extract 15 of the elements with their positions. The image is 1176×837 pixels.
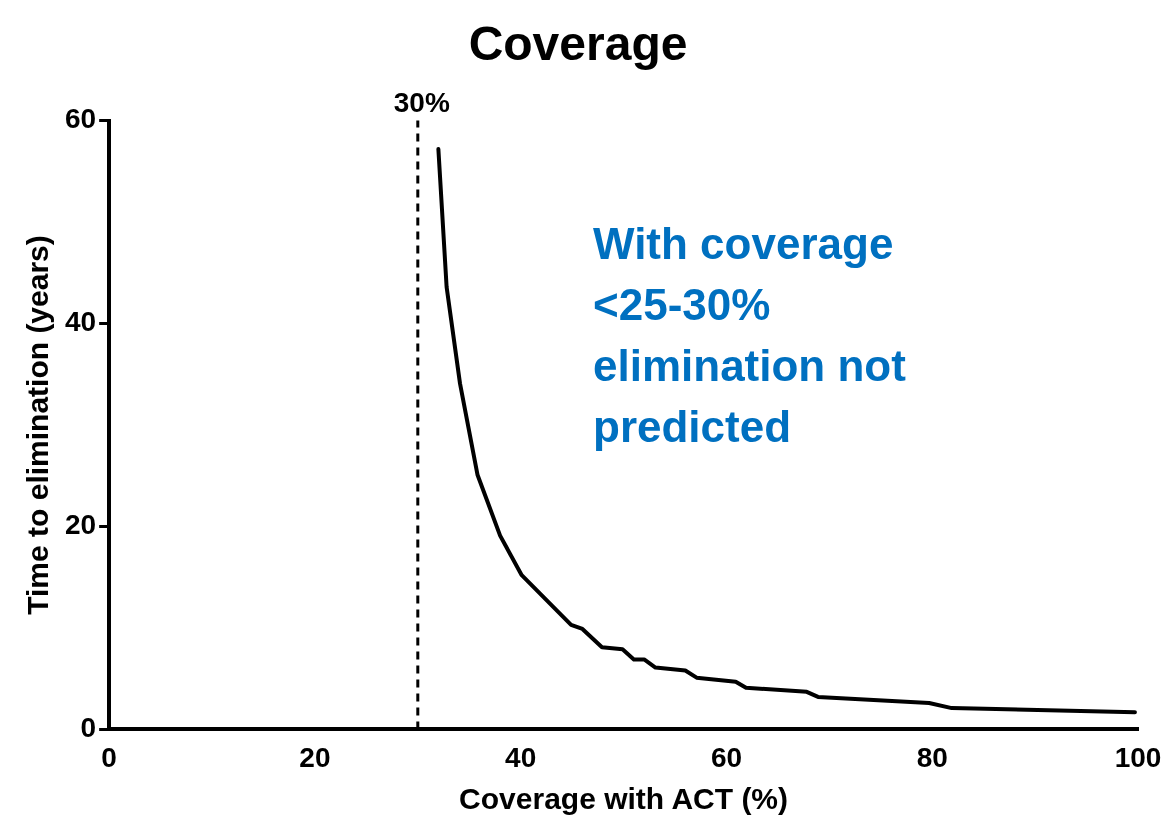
- chart-title: Coverage: [468, 17, 688, 71]
- x-axis-title: Coverage with ACT (%): [459, 782, 789, 816]
- x-tick-label: 100: [1114, 741, 1162, 773]
- y-axis-title: Time to elimination (years): [21, 235, 55, 615]
- x-tick-label: 80: [916, 741, 948, 773]
- y-tick-label: 20: [64, 509, 97, 541]
- x-tick-label: 0: [101, 741, 117, 773]
- x-tick-label: 20: [299, 741, 331, 773]
- x-tick-label: 40: [505, 741, 537, 773]
- x-tick-label: 60: [710, 741, 743, 773]
- annotation: With coverage <25-30% elimination not predicted: [593, 218, 906, 453]
- y-tick-label: 40: [64, 306, 97, 338]
- ref-line-label: 30%: [393, 87, 450, 119]
- y-tick-label: 60: [64, 103, 97, 135]
- y-tick-label: 0: [80, 712, 97, 744]
